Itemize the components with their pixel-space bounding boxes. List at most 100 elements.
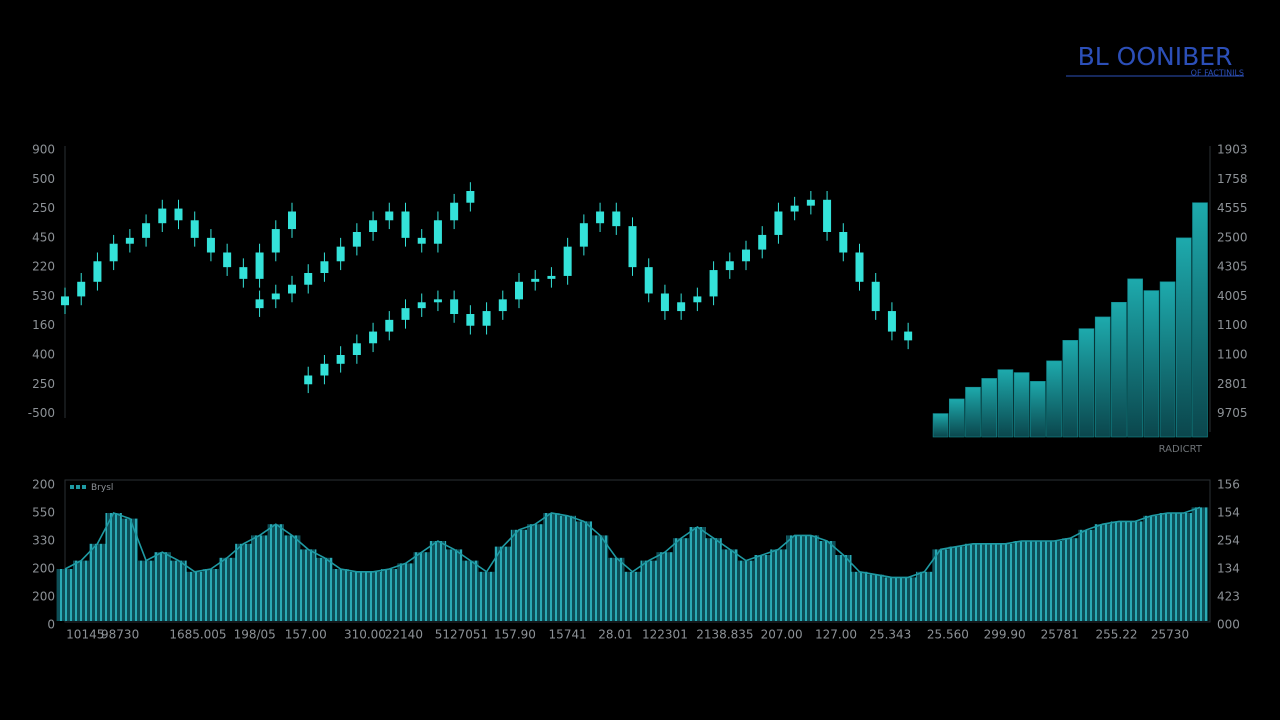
y2-tick-label: 4005	[1217, 289, 1248, 303]
volume-bar	[1030, 381, 1046, 438]
x-tick-label: 2138.835	[696, 628, 753, 642]
bar	[721, 549, 738, 621]
y2-tick-label: 1758	[1217, 172, 1248, 186]
bar	[559, 515, 576, 621]
candle-body	[433, 299, 442, 303]
volume-bar	[1094, 316, 1111, 438]
logo: BL OONIBER	[1078, 42, 1233, 71]
candle-body	[336, 355, 345, 364]
bar	[527, 524, 544, 621]
bar	[656, 552, 674, 621]
candle-body	[93, 261, 102, 282]
bar	[397, 563, 414, 621]
candle-body	[515, 281, 523, 300]
bar	[899, 577, 917, 621]
bar	[478, 571, 495, 621]
bar	[786, 535, 803, 621]
candle-body	[271, 293, 280, 300]
bar	[1143, 515, 1160, 621]
bar	[56, 569, 74, 621]
y-tick-label: 200	[32, 562, 55, 576]
bar	[121, 518, 139, 621]
candle-body	[450, 202, 459, 221]
bar	[1110, 521, 1128, 621]
candle-body	[871, 281, 880, 312]
volume-bar	[1013, 372, 1030, 438]
bar	[916, 571, 933, 621]
bar	[802, 535, 820, 621]
y2-tick-label: 2801	[1217, 377, 1248, 391]
bar	[283, 535, 301, 621]
candle-body	[61, 296, 69, 306]
x-tick-label: 25730	[1151, 628, 1189, 642]
candle-body	[223, 252, 232, 268]
bar	[445, 549, 463, 621]
x-tick-label: 127.00	[815, 628, 857, 642]
bar	[770, 549, 787, 621]
candle-body	[352, 343, 361, 355]
bar	[202, 569, 220, 621]
bar	[1126, 521, 1144, 621]
candle-body	[239, 267, 248, 279]
candle-body	[774, 211, 783, 235]
candle-body	[401, 211, 410, 238]
candle-body	[352, 232, 361, 247]
bar	[1045, 541, 1063, 621]
y-tick-label: 220	[32, 260, 55, 274]
candle-body	[288, 284, 296, 294]
bar	[543, 513, 560, 621]
candle-body	[482, 311, 491, 326]
bar	[381, 569, 398, 621]
bar	[754, 555, 771, 621]
y-tick-label: 900	[32, 143, 55, 157]
bar	[948, 546, 965, 621]
volume-bar	[1175, 237, 1192, 438]
bar	[1094, 524, 1111, 621]
candle-body	[466, 314, 475, 326]
candle-body	[806, 199, 815, 206]
y-tick-label: -500	[28, 406, 55, 420]
legend-swatch	[76, 485, 80, 489]
bar	[624, 571, 641, 621]
volume-bar	[1127, 278, 1143, 438]
y2-tick-label: 134	[1217, 562, 1240, 576]
candle-body	[531, 278, 540, 282]
candle-body	[255, 299, 264, 309]
y2-tick-label: 2500	[1217, 230, 1248, 244]
x-tick-label: 198/05	[234, 628, 276, 642]
candle-body	[320, 261, 329, 273]
y-tick-label: 250	[32, 201, 55, 215]
bar	[997, 543, 1014, 621]
x-tick-label: 25.343	[869, 628, 911, 642]
candle-body	[125, 237, 134, 244]
x-tick-label: 22140	[385, 628, 423, 642]
volume-bar	[1046, 360, 1062, 438]
bar	[186, 571, 203, 621]
candle-body	[823, 199, 832, 232]
bar	[251, 535, 268, 621]
candle-body	[742, 249, 750, 262]
bar	[1159, 513, 1176, 621]
bar	[364, 571, 382, 621]
bar	[348, 571, 366, 621]
candle-body	[790, 205, 799, 212]
x-tick-label: 299.90	[984, 628, 1026, 642]
volume-bar	[1062, 340, 1079, 438]
bar	[1029, 541, 1047, 621]
volume-bar	[981, 378, 998, 438]
y2-tick-label: 9705	[1217, 406, 1248, 420]
bar	[105, 513, 122, 621]
candle-body	[693, 296, 702, 303]
legend-label: Brysl	[91, 483, 113, 493]
candle-body	[417, 302, 426, 309]
candle-body	[547, 275, 556, 279]
y2-tick-label: 4555	[1217, 201, 1248, 215]
x-tick-label: 157.00	[285, 628, 327, 642]
bar	[640, 560, 657, 621]
candle-body	[385, 211, 394, 221]
bar	[591, 535, 609, 621]
bar	[737, 560, 755, 621]
candle-body	[158, 208, 167, 224]
